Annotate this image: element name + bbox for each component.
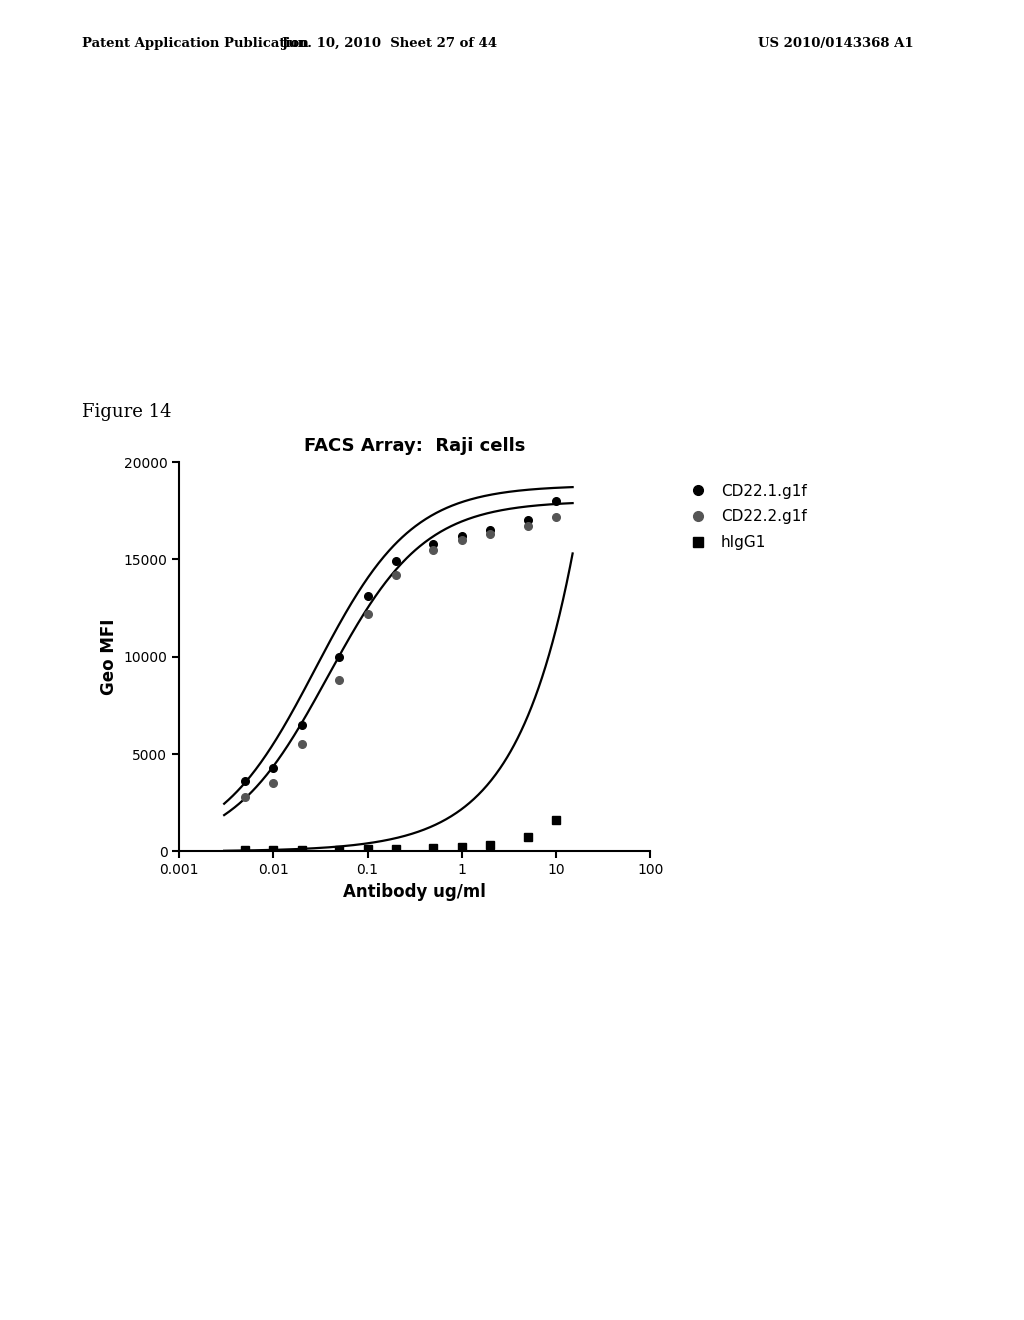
Y-axis label: Geo MFI: Geo MFI bbox=[100, 619, 118, 694]
Text: Jun. 10, 2010  Sheet 27 of 44: Jun. 10, 2010 Sheet 27 of 44 bbox=[282, 37, 497, 50]
Text: Figure 14: Figure 14 bbox=[82, 403, 171, 421]
Title: FACS Array:  Raji cells: FACS Array: Raji cells bbox=[304, 437, 525, 455]
Text: US 2010/0143368 A1: US 2010/0143368 A1 bbox=[758, 37, 913, 50]
Legend: CD22.1.g1f, CD22.2.g1f, hIgG1: CD22.1.g1f, CD22.2.g1f, hIgG1 bbox=[677, 478, 813, 556]
X-axis label: Antibody ug/ml: Antibody ug/ml bbox=[343, 883, 486, 900]
Text: Patent Application Publication: Patent Application Publication bbox=[82, 37, 308, 50]
